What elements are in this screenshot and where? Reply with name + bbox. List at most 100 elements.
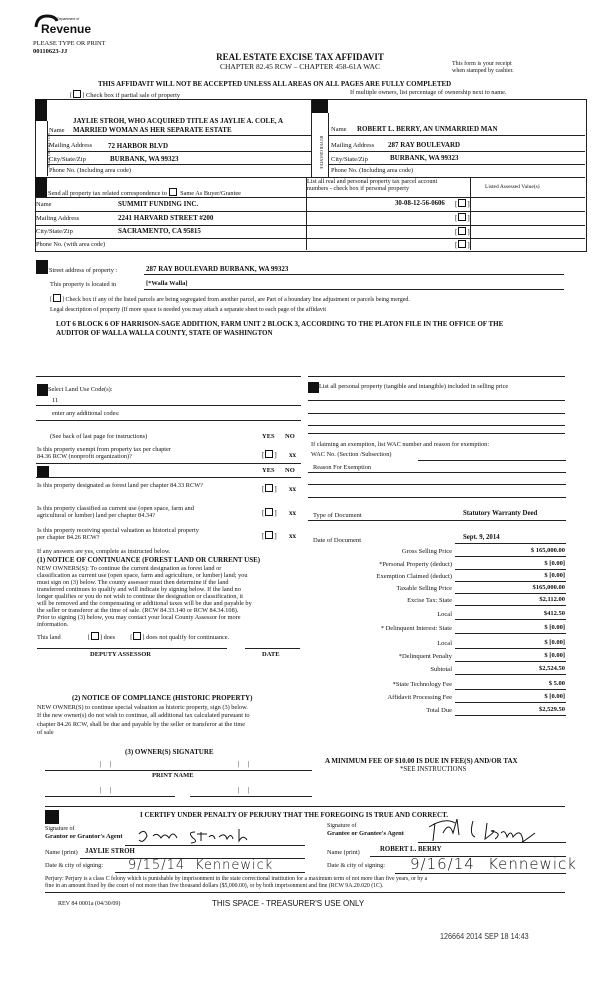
segregated-checkbox[interactable]: [] Check box if any of the listed parcel…	[50, 294, 410, 304]
divider	[47, 135, 311, 136]
svg-text:Department of: Department of	[57, 17, 79, 21]
parcel-number-1[interactable]: 30-08-12-56-0606	[395, 200, 445, 207]
wac-field[interactable]	[418, 460, 566, 461]
grantor-name[interactable]: JAYLIE STROH	[85, 848, 135, 855]
grantee-city[interactable]: Kennewick	[488, 855, 577, 873]
tax-line-value[interactable]: $412.50	[543, 610, 565, 617]
tax-line-value[interactable]: $ [0.00]	[544, 572, 565, 579]
buyer-name[interactable]: ROBERT L. BERRY, AN UNMARRIED MAN	[357, 125, 498, 133]
no-header: NO	[285, 433, 295, 440]
tax-line-value[interactable]: $ 165,000.00	[530, 547, 565, 554]
owner-signature-title: (3) OWNER(S) SIGNATURE	[125, 748, 214, 756]
notice2-body: NEW OWNER(S) to continue special valuati…	[37, 704, 249, 737]
reason-field-3[interactable]	[308, 497, 566, 498]
receipt-note: This form is your receipt when stamped b…	[452, 61, 514, 75]
buyer-city[interactable]: BURBANK, WA 99323	[390, 154, 459, 162]
does-checkbox[interactable]: []	[87, 632, 102, 641]
buyer-name-label: Name	[331, 126, 347, 133]
no-header-2: NO	[285, 467, 295, 474]
divider	[36, 405, 301, 406]
grantee-sig-label-1: Signature of	[327, 823, 357, 829]
q1-no-mark[interactable]: xx	[289, 451, 296, 459]
street-address[interactable]: 287 RAY BOULEVARD BURBANK, WA 99323	[146, 265, 289, 273]
document-date[interactable]: Sept. 9, 2014	[463, 534, 500, 541]
same-as-buyer-checkbox[interactable]	[169, 188, 178, 196]
q2-no-mark[interactable]: xx	[289, 485, 296, 493]
reason-field-2[interactable]	[308, 484, 566, 485]
tax-line-value[interactable]: $ [0.00]	[544, 560, 565, 567]
seller-phone-label: Phone No. (Including area code)	[49, 167, 132, 174]
divider	[308, 433, 565, 434]
tax-line-value[interactable]: $ 5.00	[548, 680, 565, 687]
corr-name[interactable]: SUMMIT FUNDING INC.	[118, 200, 199, 208]
land-use-label: Select Land Use Code(s):	[48, 386, 113, 393]
tax-line-value[interactable]: $ [0.00]	[544, 639, 565, 646]
grantor-date[interactable]: 9/15/14	[128, 858, 186, 873]
grantor-city[interactable]: Kennewick	[195, 858, 274, 873]
tax-line-value[interactable]: $2,529.50	[539, 706, 565, 713]
legal-description-2[interactable]: AUDITOR OF WALLA WALLA COUNTY, STATE OF …	[56, 329, 273, 337]
print-name-line-2[interactable]	[190, 796, 312, 797]
grantee-signature[interactable]	[425, 815, 565, 847]
tax-line-label: *Delinquent Penalty	[398, 653, 452, 660]
parcel-checkbox[interactable]: []	[455, 240, 470, 249]
located-county[interactable]: [*Walla Walla]	[146, 280, 188, 287]
grantee-date[interactable]: 9/16/14	[410, 855, 475, 873]
corr-address[interactable]: 2241 HARVARD STREET #200	[118, 214, 214, 222]
parcel-checkbox[interactable]: []	[455, 227, 470, 236]
multiple-owners-note: If multiple owners, list percentage of o…	[350, 89, 507, 96]
tax-line-value[interactable]: $2,112.00	[539, 596, 565, 603]
q1-yes-checkbox[interactable]: []	[262, 450, 277, 459]
checkbox-icon	[458, 199, 467, 207]
divider	[455, 674, 566, 675]
forest-marker	[37, 466, 49, 477]
land-use-marker	[37, 384, 48, 396]
divider	[455, 702, 566, 703]
grantor-signature[interactable]	[135, 826, 275, 848]
q3-yes-checkbox[interactable]: []	[262, 508, 277, 517]
partial-sale-checkbox[interactable]: [] Check box if partial sale of property	[70, 90, 181, 99]
checkbox-icon	[458, 213, 467, 221]
seller-name-line-2[interactable]: MARRIED WOMAN AS HER SEPARATE ESTATE	[73, 126, 232, 134]
divider	[455, 605, 566, 606]
seller-city[interactable]: BURBANK, WA 99323	[110, 155, 179, 163]
q2-yes-checkbox[interactable]: []	[262, 484, 277, 493]
tax-line-value[interactable]: $ [0.00]	[544, 624, 565, 631]
q4-yes-checkbox[interactable]: []	[262, 531, 277, 540]
print-bracket: | |	[238, 786, 250, 794]
date-line[interactable]	[245, 648, 300, 649]
parcel-checkbox[interactable]: []	[455, 213, 470, 222]
seller-name-line-1[interactable]: JAYLIE STROH, WHO ACQUIRED TITLE AS JAYL…	[73, 117, 284, 125]
owner-signature-line-2[interactable]	[190, 770, 312, 771]
q3-no-mark[interactable]: xx	[289, 509, 296, 517]
divider	[35, 238, 585, 239]
print-name-line[interactable]	[45, 796, 175, 797]
divider	[455, 556, 566, 557]
legal-description-1[interactable]: LOT 6 BLOCK 6 OF HARRISON-SAGE ADDITION,…	[56, 320, 504, 328]
q1-line-2: 84.36 RCW (nonprofit organization)?	[37, 453, 132, 461]
deputy-signature-line[interactable]	[37, 648, 227, 649]
land-use-code[interactable]: 11	[52, 397, 59, 404]
buyer-address[interactable]: 287 RAY BOULEVARD	[388, 141, 461, 149]
divider	[455, 581, 566, 582]
does-not-checkbox[interactable]: []	[130, 632, 145, 641]
parcel-checkbox[interactable]: []	[455, 199, 470, 208]
tax-line-label: Subtotal	[430, 666, 452, 673]
corr-city[interactable]: SACRAMENTO, CA 95815	[118, 227, 201, 235]
q4-no-mark[interactable]: xx	[289, 532, 296, 540]
tax-line-value[interactable]: $ [0.00]	[544, 693, 565, 700]
grantor-date-label: Date & city of signing:	[45, 862, 104, 869]
owner-signature-line[interactable]	[45, 770, 220, 771]
notice-line: longer qualifies or you do not wish to c…	[37, 593, 244, 600]
divider	[306, 177, 307, 250]
grantee-name[interactable]: ROBERT L. BERRY	[380, 846, 442, 853]
date-label: DATE	[262, 651, 280, 658]
reason-field[interactable]	[308, 472, 566, 473]
seller-address[interactable]: 72 HARBOR BLVD	[108, 142, 169, 150]
divider	[35, 225, 585, 226]
tax-line-value[interactable]: $ [0.00]	[544, 652, 565, 659]
q1-text: Is this property exempt from property ta…	[37, 446, 171, 460]
document-type[interactable]: Statutory Warranty Deed	[463, 510, 538, 517]
tax-line-value[interactable]: $2,524.50	[539, 665, 565, 672]
tax-line-value[interactable]: $165,000.00	[532, 584, 566, 591]
